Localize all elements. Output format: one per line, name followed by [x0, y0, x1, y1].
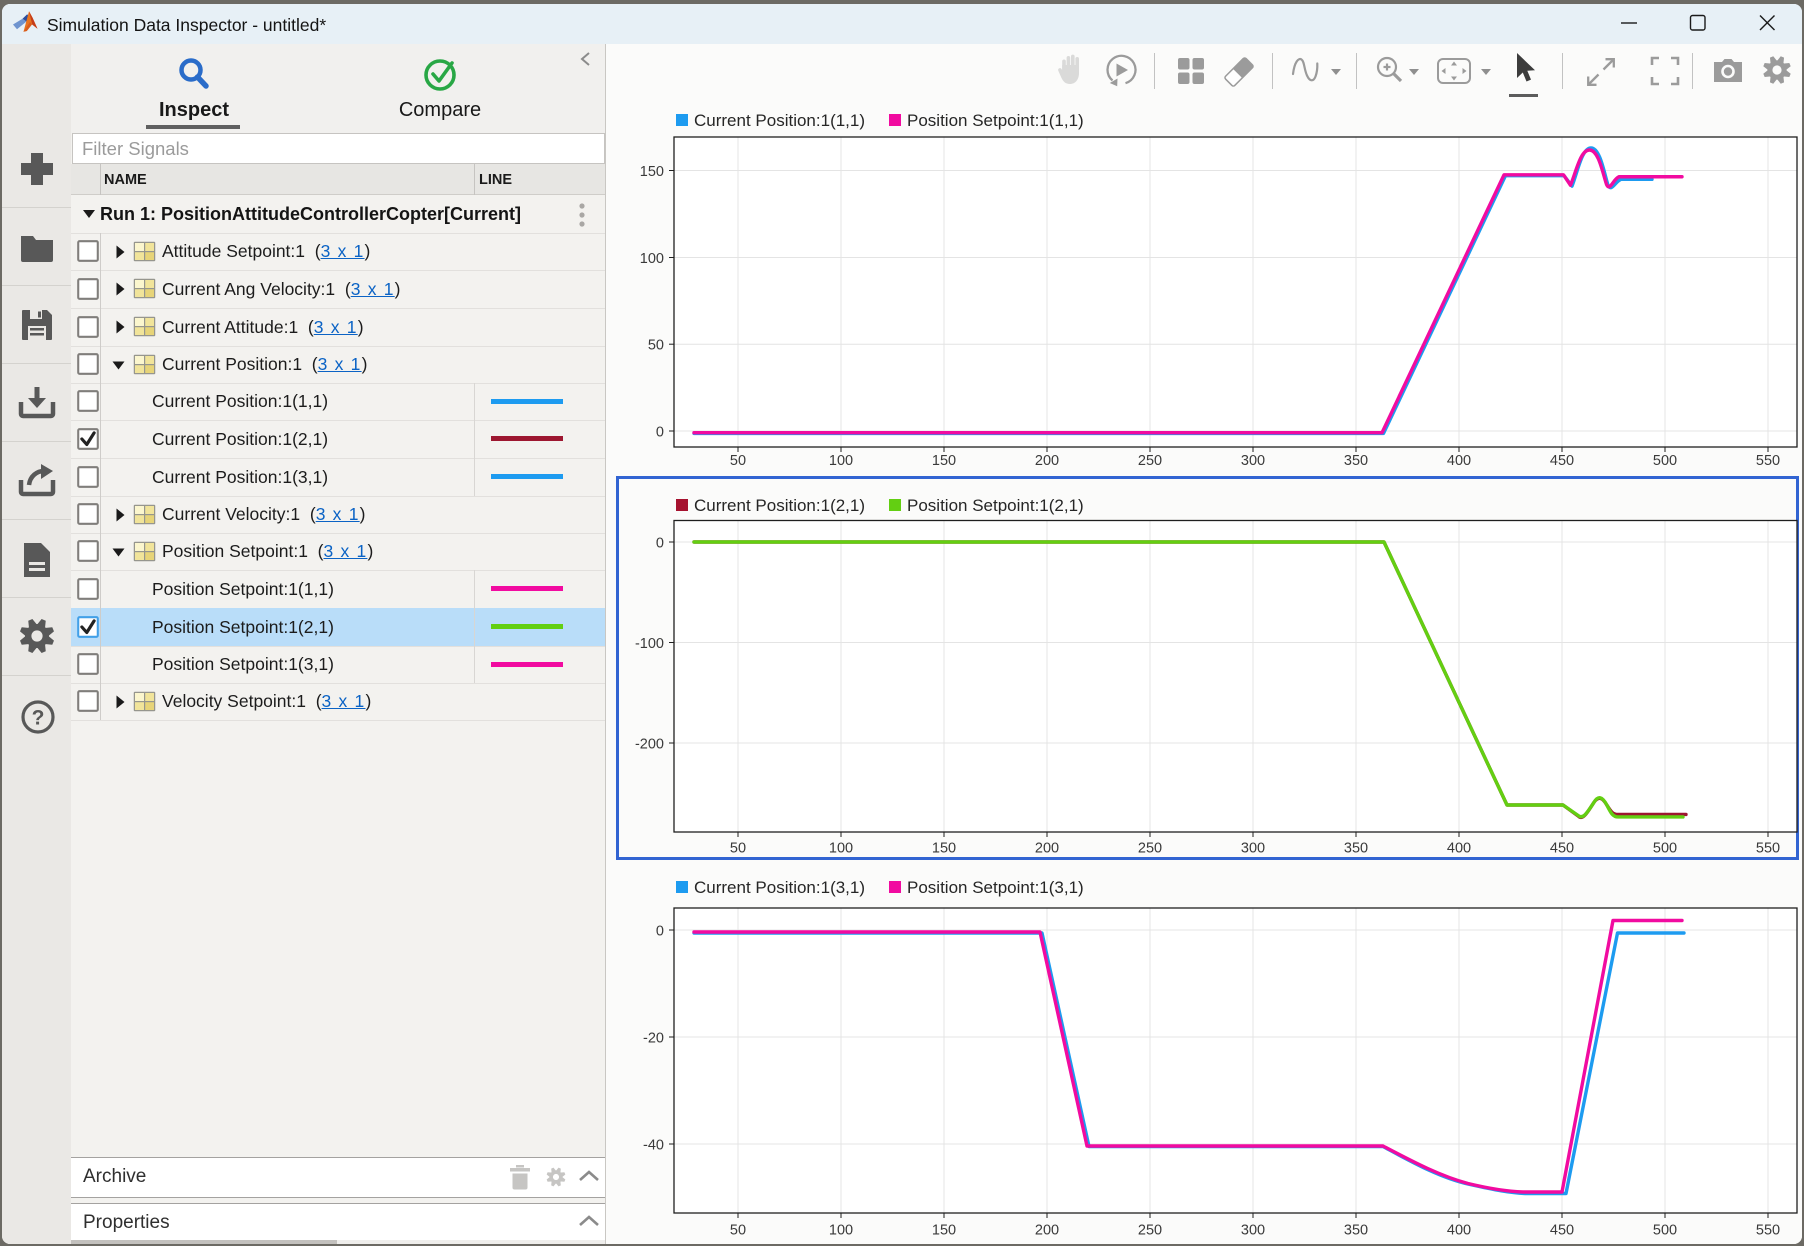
svg-text:550: 550: [1756, 453, 1780, 469]
svg-text:200: 200: [1035, 453, 1059, 469]
svg-text:0: 0: [656, 924, 664, 940]
svg-text:300: 300: [1241, 1223, 1265, 1239]
svg-text:250: 250: [1138, 1223, 1162, 1239]
svg-text:500: 500: [1653, 453, 1677, 469]
svg-text:150: 150: [932, 1223, 956, 1239]
svg-text:250: 250: [1138, 453, 1162, 469]
svg-text:-200: -200: [635, 737, 664, 753]
svg-text:-20: -20: [643, 1031, 664, 1047]
svg-text:0: 0: [656, 536, 664, 552]
svg-text:250: 250: [1138, 841, 1162, 856]
svg-text:100: 100: [829, 841, 853, 856]
svg-text:50: 50: [730, 1223, 746, 1239]
svg-text:-40: -40: [643, 1138, 664, 1154]
svg-text:350: 350: [1344, 841, 1368, 856]
svg-text:50: 50: [648, 338, 664, 354]
svg-text:350: 350: [1344, 1223, 1368, 1239]
svg-text:50: 50: [730, 453, 746, 469]
svg-text:400: 400: [1447, 841, 1471, 856]
svg-text:100: 100: [829, 1223, 853, 1239]
svg-text:500: 500: [1653, 841, 1677, 856]
svg-text:400: 400: [1447, 453, 1471, 469]
svg-text:450: 450: [1550, 453, 1574, 469]
svg-text:150: 150: [932, 453, 956, 469]
svg-text:300: 300: [1241, 453, 1265, 469]
svg-text:?: ?: [32, 707, 45, 730]
svg-text:150: 150: [932, 841, 956, 856]
svg-text:-100: -100: [635, 636, 664, 652]
svg-text:300: 300: [1241, 841, 1265, 856]
svg-text:450: 450: [1550, 1223, 1574, 1239]
svg-text:350: 350: [1344, 453, 1368, 469]
svg-text:0: 0: [656, 425, 664, 441]
svg-text:500: 500: [1653, 1223, 1677, 1239]
svg-text:550: 550: [1756, 841, 1780, 856]
svg-text:150: 150: [640, 164, 664, 180]
svg-text:100: 100: [640, 251, 664, 267]
svg-text:50: 50: [730, 841, 746, 856]
svg-text:200: 200: [1035, 841, 1059, 856]
svg-text:400: 400: [1447, 1223, 1471, 1239]
svg-text:100: 100: [829, 453, 853, 469]
svg-text:450: 450: [1550, 841, 1574, 856]
svg-text:550: 550: [1756, 1223, 1780, 1239]
svg-text:200: 200: [1035, 1223, 1059, 1239]
